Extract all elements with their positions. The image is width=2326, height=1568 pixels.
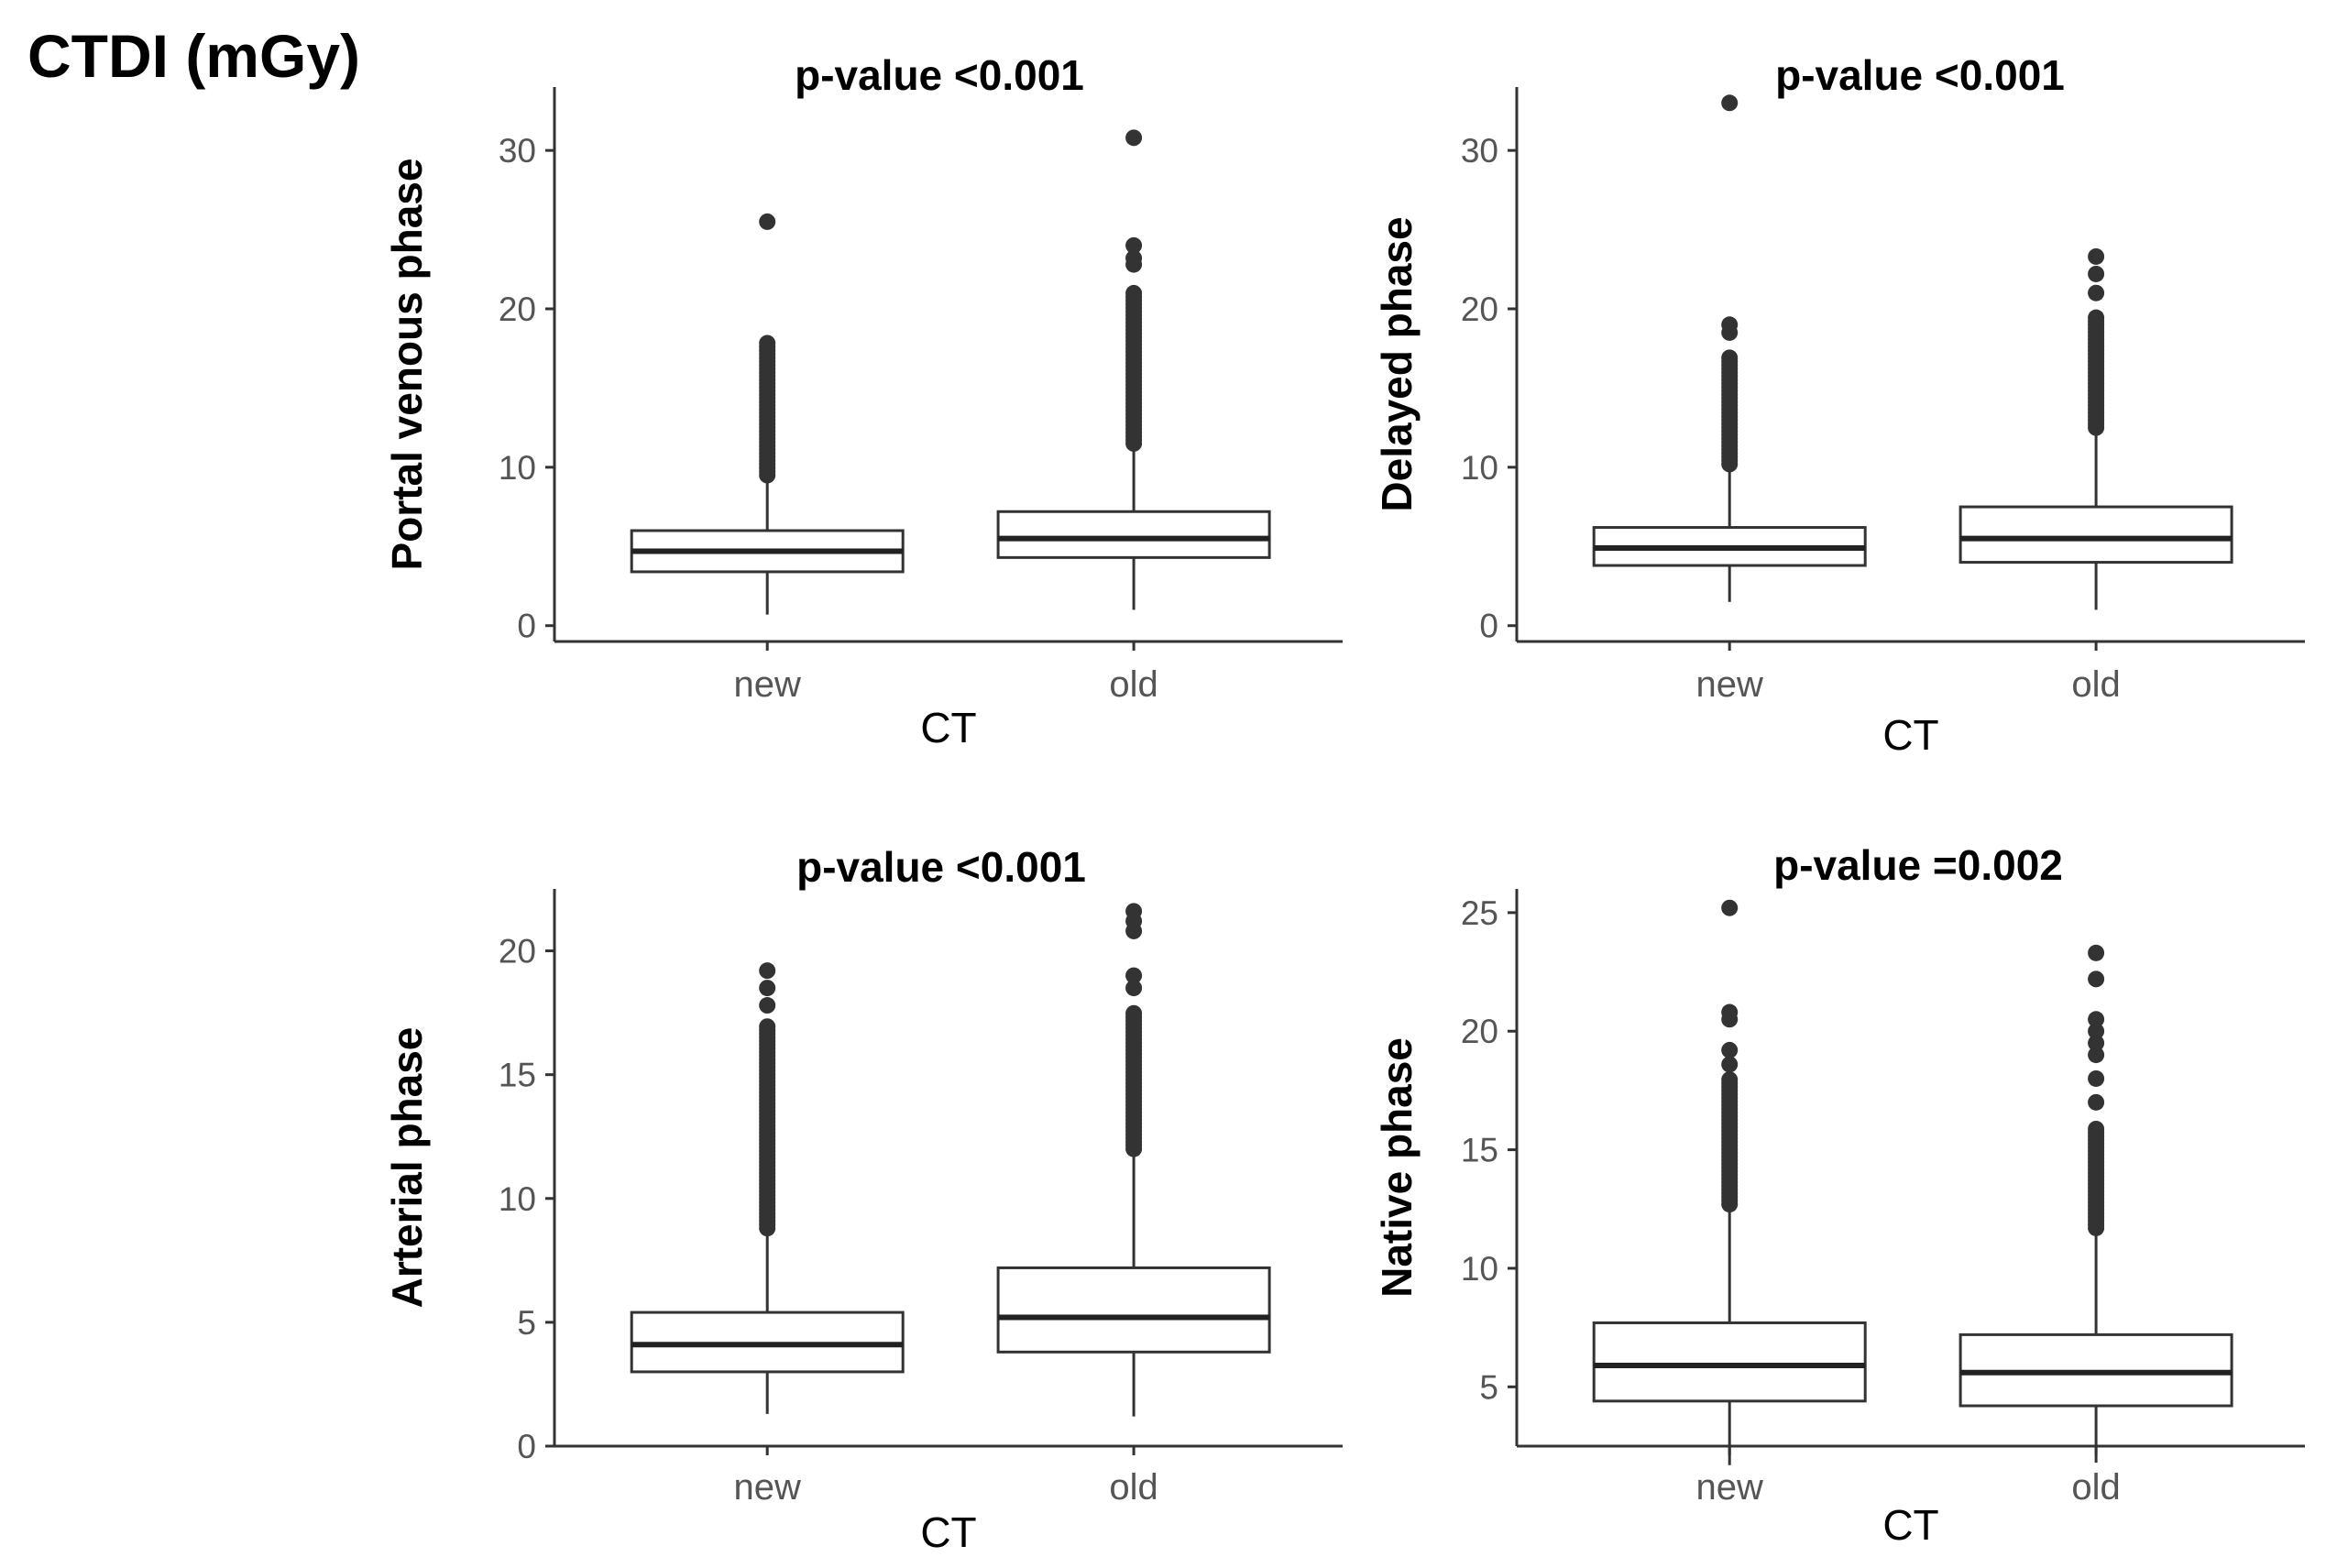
box-iqr [1958, 505, 2233, 565]
y-axis-title: Delayed phase [1373, 216, 1421, 511]
y-tick-label: 15 [499, 1057, 536, 1094]
x-axis-title: CT [1882, 1501, 1938, 1549]
outlier-point [2088, 1011, 2105, 1028]
y-tick-label: 10 [499, 1180, 536, 1218]
outlier-point [759, 962, 776, 980]
y-tick-label: 0 [1479, 608, 1498, 645]
outlier-point [1721, 1071, 1739, 1089]
y-tick-label: 0 [517, 608, 536, 645]
outlier-point [2088, 944, 2105, 961]
y-tick-label: 10 [1461, 1250, 1498, 1288]
outlier-point [1125, 1004, 1143, 1022]
outlier-point [1125, 967, 1143, 984]
outlier-point [1721, 1003, 1739, 1021]
outlier-point [2088, 1120, 2105, 1137]
box-iqr [1592, 1321, 1867, 1403]
x-axis-title: CT [920, 1508, 976, 1556]
outlier-point [2088, 309, 2105, 326]
figure-title: CTDI (mGy) [27, 22, 360, 90]
x-axis-title: CT [920, 704, 976, 751]
y-tick-label: 0 [517, 1428, 536, 1465]
box-iqr [996, 510, 1271, 559]
x-category-label: old [1109, 664, 1158, 705]
y-tick-label: 20 [1461, 1013, 1498, 1050]
outlier-point [1721, 349, 1739, 367]
y-tick-label: 20 [499, 291, 536, 328]
y-axis-title: Portal venous phase [383, 159, 431, 571]
outlier-point [2088, 970, 2105, 988]
x-category-label: new [1696, 1467, 1763, 1508]
outlier-point [1721, 899, 1739, 916]
y-tick-label: 10 [499, 449, 536, 487]
outlier-point [1721, 94, 1739, 112]
outlier-point [759, 980, 776, 997]
y-axis-title: Arterial phase [383, 1027, 431, 1309]
y-tick-label: 20 [1461, 291, 1498, 328]
outlier-point [759, 997, 776, 1014]
panel-title: p-value =0.002 [1773, 841, 2063, 889]
y-tick-label: 15 [1461, 1132, 1498, 1169]
outlier-point [2088, 265, 2105, 282]
outlier-point [759, 213, 776, 230]
outlier-point [1125, 249, 1143, 267]
y-tick-label: 30 [499, 132, 536, 170]
outlier-point [2088, 1023, 2105, 1040]
box-iqr [996, 1266, 1271, 1354]
x-category-label: old [2071, 664, 2120, 705]
y-tick-label: 5 [1479, 1368, 1498, 1406]
x-axis-title: CT [1882, 711, 1938, 759]
outlier-point [1721, 1056, 1739, 1073]
panel-title: p-value <0.001 [795, 51, 1084, 99]
outlier-point [759, 1018, 776, 1036]
panel-title: p-value <0.001 [796, 843, 1086, 891]
outlier-point [2088, 284, 2105, 302]
x-category-label: old [1109, 1467, 1158, 1508]
outlier-point [1721, 316, 1739, 334]
outlier-point [2088, 1047, 2105, 1064]
outlier-point [2088, 247, 2105, 265]
outlier-point [2088, 1035, 2105, 1052]
y-axis-title: Native phase [1373, 1037, 1421, 1298]
y-tick-label: 10 [1461, 449, 1498, 487]
y-tick-label: 25 [1461, 894, 1498, 932]
outlier-point [1125, 980, 1143, 997]
outlier-point [1125, 284, 1143, 302]
x-category-label: old [2071, 1467, 2120, 1508]
panel-title: p-value <0.001 [1775, 51, 2065, 99]
outlier-point [2088, 1093, 2105, 1111]
x-category-label: new [734, 1467, 801, 1508]
outlier-point [1721, 1041, 1739, 1058]
outlier-point [1125, 129, 1143, 147]
outlier-point [2088, 1069, 2105, 1087]
outlier-point [759, 334, 776, 352]
outlier-point [1125, 903, 1143, 920]
outlier-point [1125, 236, 1143, 254]
y-tick-label: 5 [517, 1304, 536, 1342]
x-category-label: new [734, 664, 801, 705]
x-category-label: new [1696, 664, 1763, 705]
y-tick-label: 30 [1461, 132, 1498, 170]
y-tick-label: 20 [499, 933, 536, 970]
